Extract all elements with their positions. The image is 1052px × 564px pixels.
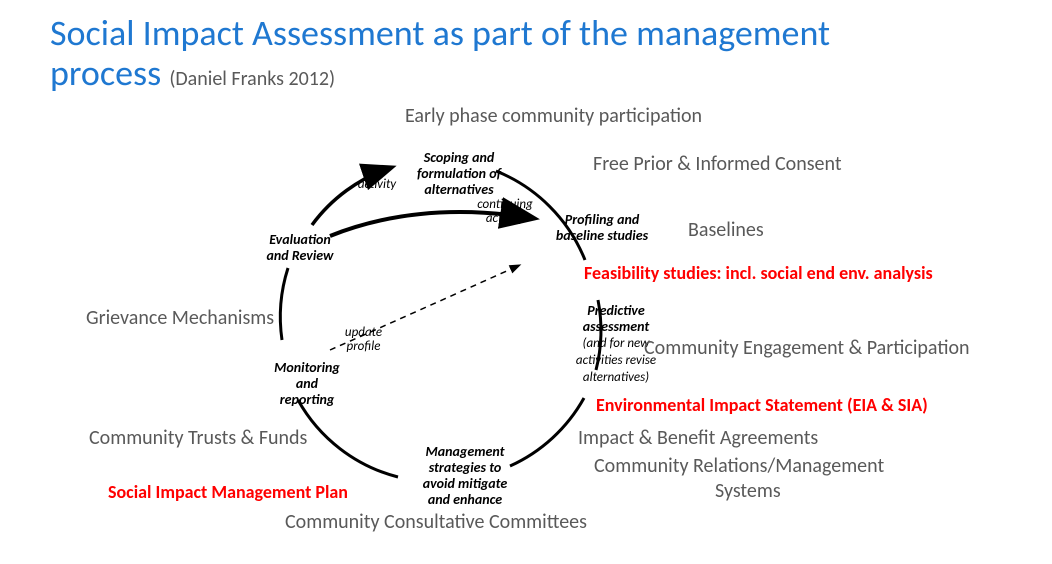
anno-iba: Impact & Benefit Agreements [578,426,818,450]
sublabel-update-profile: update profile [336,326,391,355]
node-profiling: Profiling and baseline studies [542,212,662,244]
anno-feasibility: Feasibility studies: incl. social end en… [584,262,933,284]
anno-crms: Community Relations/Management [594,454,884,478]
sublabel-new-activity: new activity [352,164,402,193]
anno-crms2: Systems [715,479,781,503]
anno-eis: Environmental Impact Statement (EIA & SI… [596,394,928,416]
title-line1: Social Impact Assessment as part of the … [50,11,830,55]
node-monitoring: Monitoring and reporting [262,360,352,408]
anno-ctf: Community Trusts & Funds [89,426,307,450]
anno-fpi-consent: Free Prior & Informed Consent [593,152,842,176]
anno-community-engage: Community Engagement & Participation [644,336,970,360]
arc-predictive-management [510,398,584,466]
slide-title: Social Impact Assessment as part of the … [50,14,830,93]
node-management: Management strategies to avoid mitigate … [410,444,520,508]
arc-monitoring-evaluation [280,268,288,340]
arc-management-monitoring [298,400,398,477]
node-scoping: Scoping and formulation of alternatives [404,150,514,198]
title-line2: process [50,51,161,95]
anno-ccc: Community Consultative Committees [285,510,587,534]
title-citation: (Daniel Franks 2012) [169,67,335,91]
node-evaluation: Evaluation and Review [255,232,345,264]
sublabel-continuing: continuing activity [470,198,540,227]
anno-baselines: Baselines [688,218,764,242]
anno-grievance: Grievance Mechanisms [86,306,274,330]
anno-early-phase: Early phase community participation [405,104,702,128]
anno-simp: Social Impact Management Plan [108,481,348,503]
